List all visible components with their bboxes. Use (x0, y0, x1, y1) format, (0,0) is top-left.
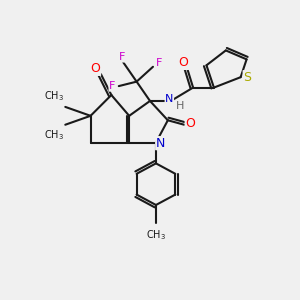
Text: H: H (176, 101, 184, 111)
Text: O: O (178, 56, 188, 69)
Text: O: O (185, 117, 195, 130)
Text: CH$_3$: CH$_3$ (44, 89, 64, 103)
Text: S: S (243, 71, 251, 84)
Text: F: F (109, 81, 116, 91)
Text: N: N (165, 94, 173, 104)
Text: N: N (156, 137, 165, 150)
Text: O: O (91, 62, 100, 75)
Text: CH$_3$: CH$_3$ (44, 128, 64, 142)
Text: CH$_3$: CH$_3$ (146, 228, 166, 242)
Text: F: F (118, 52, 125, 62)
Text: F: F (156, 58, 163, 68)
